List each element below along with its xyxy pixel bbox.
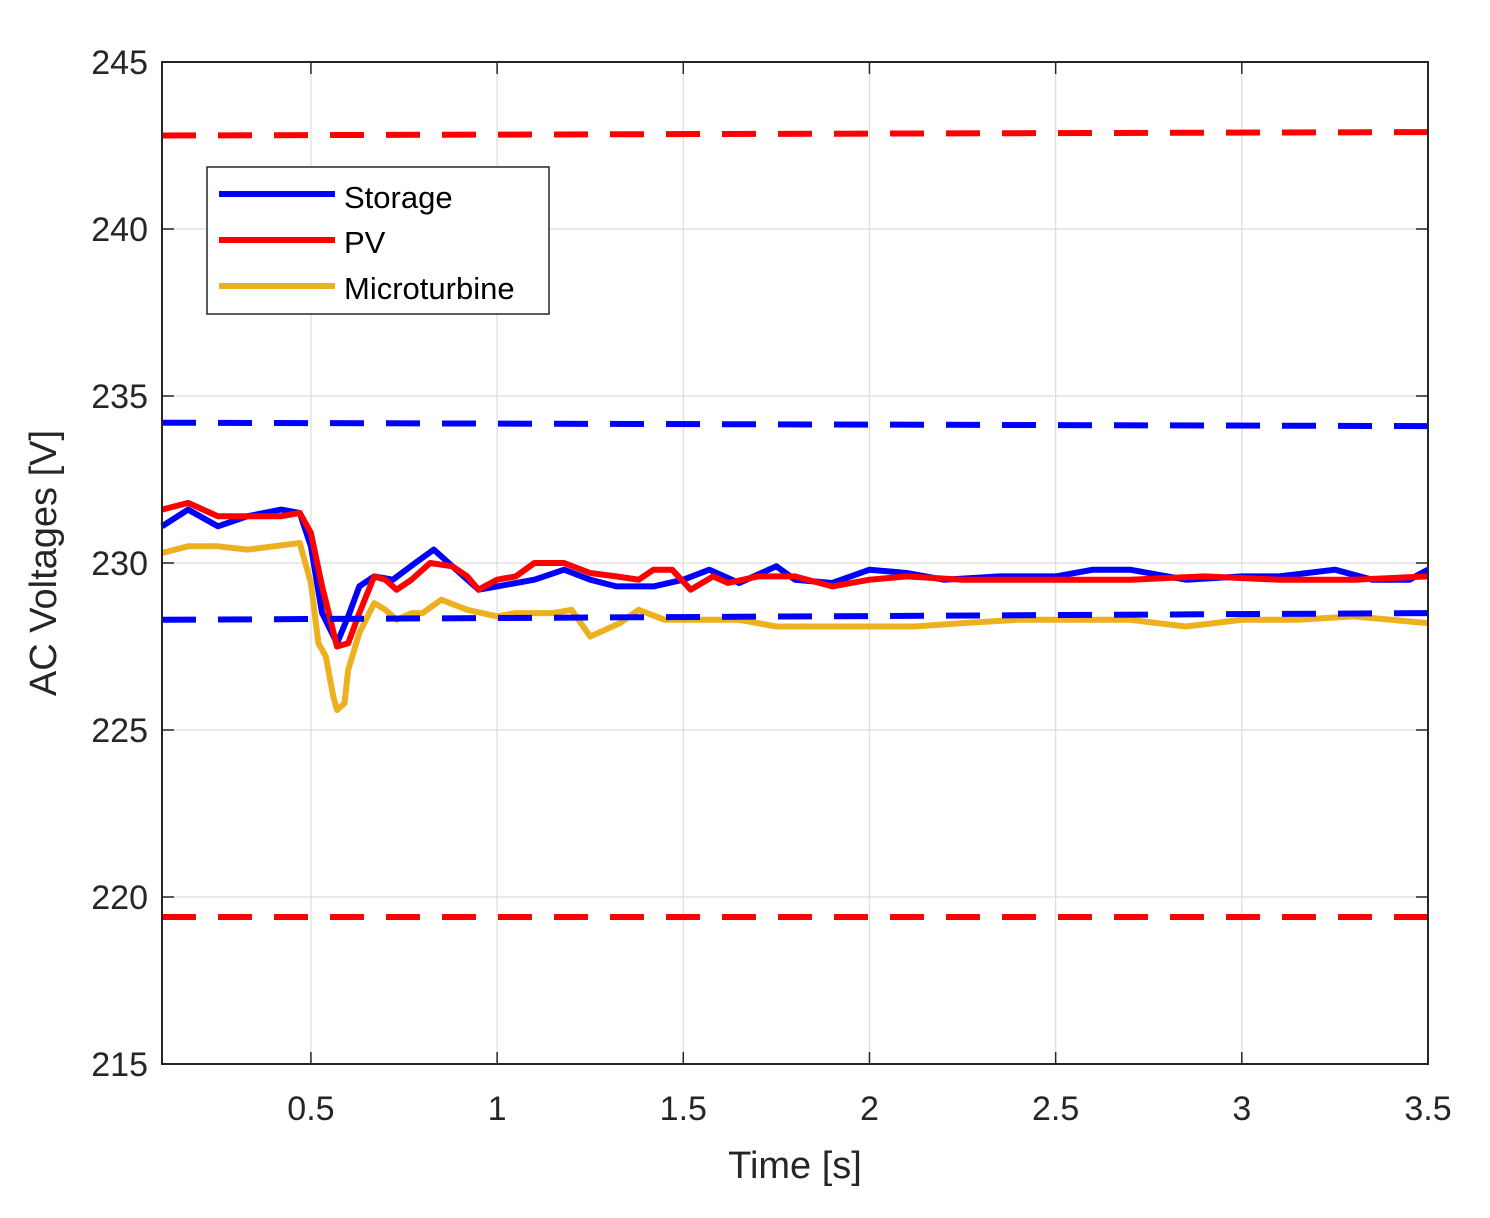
series-line-storage-limit-lower [161, 610, 1429, 623]
legend-label-microturbine: Microturbine [344, 271, 515, 306]
x-tick-label: 3.5 [1404, 1090, 1451, 1128]
y-tick-label: 225 [91, 712, 148, 750]
x-tick-label: 3 [1232, 1090, 1251, 1128]
x-tick-label: 2 [860, 1090, 879, 1128]
legend: Storage PV Microturbine [206, 166, 550, 315]
y-tick-label: 220 [91, 879, 148, 917]
series-line-pv-limit-upper [161, 129, 1429, 139]
x-tick-label: 2.5 [1032, 1090, 1079, 1128]
x-tick-label: 1 [488, 1090, 507, 1128]
x-axis-label: Time [s] [728, 1145, 862, 1187]
y-tick-label: 240 [91, 211, 148, 249]
ticks: 0.5 1 1.5 2 2.5 3 3.5 215 220 225 230 235 240 245 [91, 44, 1451, 1128]
y-tick-label: 215 [91, 1046, 148, 1084]
legend-label-storage: Storage [344, 180, 453, 215]
legend-label-pv: PV [344, 225, 386, 260]
y-tick-label: 230 [91, 545, 148, 583]
y-tick-label: 235 [91, 378, 148, 416]
y-tick-label: 245 [91, 44, 148, 82]
series-line-storage-limit-upper [161, 419, 1429, 430]
series-group [160, 129, 1430, 920]
series-line-pv [161, 499, 1429, 650]
series-line-storage [160, 506, 1430, 647]
y-axis-label: AC Voltages [V] [23, 430, 65, 696]
x-tick-label: 0.5 [287, 1090, 334, 1128]
x-tick-label: 1.5 [660, 1090, 707, 1128]
series-line-microturbine [161, 540, 1429, 713]
